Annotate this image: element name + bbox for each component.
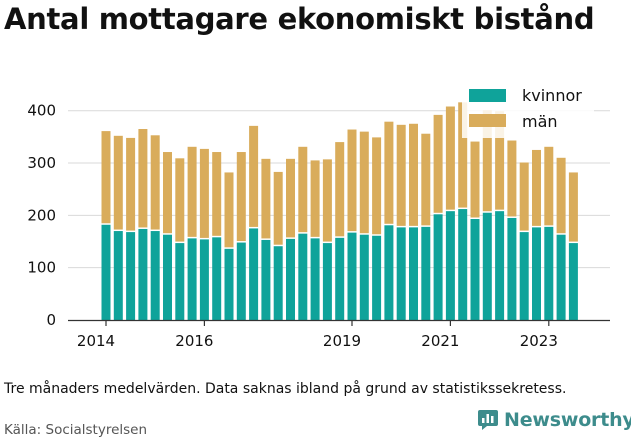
bar-man [372, 137, 382, 235]
bar-man [458, 102, 468, 208]
x-tick-label: 2021 [421, 332, 459, 350]
bar-man [495, 111, 505, 210]
y-tick-label: 400 [27, 102, 56, 120]
bar-kvinnor [519, 232, 529, 320]
bar-kvinnor [372, 235, 382, 320]
bar-man [249, 125, 259, 227]
bar-man [544, 146, 554, 226]
bar-man [409, 123, 418, 226]
bar-kvinnor [310, 238, 320, 320]
bar-kvinnor [482, 212, 492, 320]
bar-man [187, 146, 197, 237]
x-tick-label: 2019 [323, 332, 361, 350]
bar-man [175, 158, 185, 242]
bar-kvinnor [445, 211, 455, 320]
bar-kvinnor [138, 228, 148, 320]
bar-man [273, 171, 283, 245]
bar-kvinnor [359, 234, 369, 320]
bar-man [359, 131, 369, 234]
bar-man [113, 135, 123, 230]
y-tick-label: 100 [27, 259, 56, 277]
bar-kvinnor [409, 227, 418, 320]
legend-label-man: män [522, 112, 558, 131]
legend-swatch-kvinnor [469, 89, 506, 102]
bar-kvinnor [458, 209, 468, 320]
bar-kvinnor [113, 231, 123, 320]
bar-man [396, 124, 406, 226]
bar-man [101, 131, 111, 224]
bar-kvinnor [322, 243, 332, 320]
bar-kvinnor [421, 226, 431, 320]
bar-kvinnor [236, 242, 246, 320]
source-credit: Källa: Socialstyrelsen [4, 422, 148, 438]
bar-man [519, 162, 529, 231]
bar-man [433, 114, 443, 213]
bar-man [568, 172, 578, 242]
bar-man [212, 152, 222, 236]
chart-title: Antal mottagare ekonomiskt bistånd [4, 2, 595, 36]
bar-man [347, 129, 357, 232]
bar-man [199, 148, 209, 238]
x-tick-label: 2016 [175, 332, 213, 350]
bar-man [163, 152, 172, 234]
chart-note: Tre månaders medelvärden. Data saknas ib… [4, 381, 567, 397]
bar-man [126, 137, 136, 231]
bar-kvinnor [298, 233, 308, 320]
bar-kvinnor [470, 219, 480, 320]
bar-kvinnor [224, 248, 234, 320]
bar-man [532, 149, 541, 226]
bar-man [507, 140, 517, 217]
bar-kvinnor [556, 234, 566, 320]
newsworthy-logo-icon [478, 410, 498, 430]
bar-kvinnor [261, 239, 271, 320]
bar-man [445, 106, 455, 210]
bar-kvinnor [384, 225, 394, 320]
bar-kvinnor [150, 231, 160, 320]
bar-man [150, 135, 160, 230]
bar-man [384, 121, 394, 224]
bar-kvinnor [433, 214, 443, 320]
bar-man [298, 146, 308, 233]
bar-man [322, 159, 332, 242]
bar-kvinnor [495, 211, 505, 320]
bar-man [482, 110, 492, 212]
bar-kvinnor [163, 234, 172, 320]
x-tick-label: 2014 [77, 332, 115, 350]
bar-kvinnor [532, 227, 541, 320]
bar-man [470, 141, 480, 218]
bar-kvinnor [175, 243, 185, 320]
bar-man [335, 142, 345, 237]
bar-kvinnor [335, 237, 345, 320]
newsworthy-logo[interactable]: Newsworthy [478, 409, 631, 431]
stacked-bar-chart: 0 100 200 300 400 2014 2016 2019 2021 2023 kvinnor… [27, 86, 610, 350]
bar-man [138, 129, 148, 228]
bar-kvinnor [249, 228, 259, 320]
bar-kvinnor [544, 226, 554, 320]
bar-kvinnor [347, 232, 357, 320]
x-tick-label: 2023 [520, 332, 558, 350]
bar-man [286, 158, 295, 238]
bar-man [261, 158, 271, 239]
bar-kvinnor [212, 237, 222, 320]
bar-man [421, 133, 431, 226]
bar-kvinnor [126, 232, 136, 320]
bar-kvinnor [101, 224, 111, 320]
bar-kvinnor [286, 238, 295, 320]
y-tick-label: 200 [27, 206, 56, 224]
bar-kvinnor [199, 239, 209, 320]
legend-swatch-man [469, 114, 506, 127]
bar-man [556, 157, 566, 234]
y-tick-label: 300 [27, 154, 56, 172]
bar-kvinnor [273, 246, 283, 320]
bar-man [236, 152, 246, 242]
bar-kvinnor [568, 243, 578, 320]
bar-kvinnor [507, 217, 517, 320]
newsworthy-logo-text: Newsworthy [504, 409, 631, 431]
y-tick-label: 0 [46, 311, 56, 329]
bar-kvinnor [396, 227, 406, 320]
bar-man [224, 172, 234, 248]
legend-label-kvinnor: kvinnor [522, 86, 582, 105]
bar-man [310, 160, 320, 237]
bar-kvinnor [187, 238, 197, 320]
